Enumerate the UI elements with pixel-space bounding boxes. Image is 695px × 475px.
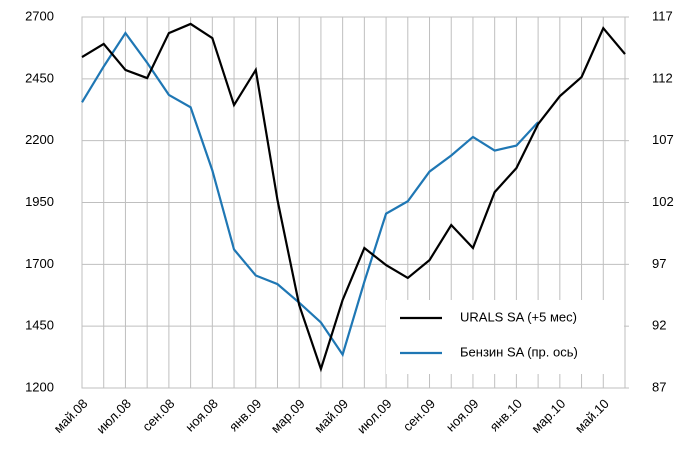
legend: URALS SA (+5 мес) Бензин SA (пр. ось) <box>386 300 624 374</box>
y-tick-label: 1950 <box>25 194 54 209</box>
legend-label: Бензин SA (пр. ось) <box>460 344 578 359</box>
y-tick-label: 1200 <box>25 379 54 394</box>
y2-tick-label: 97 <box>652 256 666 271</box>
y2-tick-label: 107 <box>652 132 674 147</box>
y-tick-label: 1700 <box>25 256 54 271</box>
x-tick-label: мар.10 <box>528 396 568 436</box>
y2-tick-label: 117 <box>652 8 673 23</box>
y-tick-label: 2450 <box>25 70 54 85</box>
y2-tick-label: 92 <box>652 318 666 333</box>
y2-tick-label: 87 <box>652 379 666 394</box>
x-tick-label: май.08 <box>51 396 91 436</box>
y2-tick-label: 102 <box>652 194 674 209</box>
x-tick-label: май.10 <box>572 396 612 436</box>
legend-label: URALS SA (+5 мес) <box>460 309 577 324</box>
legend-box <box>386 300 624 374</box>
x-tick-label: июл.09 <box>354 396 395 437</box>
x-tick-label: сен.08 <box>139 396 177 434</box>
x-tick-label: май.09 <box>311 396 351 436</box>
series-line <box>81 31 539 358</box>
x-tick-label: сен.09 <box>400 396 438 434</box>
y2-tick-label: 112 <box>652 70 673 85</box>
y-tick-label: 2700 <box>25 8 54 23</box>
x-tick-label: янв.09 <box>226 396 264 434</box>
x-tick-label: ноя.08 <box>182 396 221 435</box>
x-tick-label: июл.08 <box>93 396 134 437</box>
x-tick-label: янв.10 <box>487 396 525 434</box>
series-line <box>81 22 626 373</box>
x-tick-label: мар.09 <box>268 396 308 436</box>
x-tick-label: ноя.09 <box>443 396 482 435</box>
y-tick-label: 2200 <box>25 132 54 147</box>
y-tick-label: 1450 <box>25 318 54 333</box>
plot-border <box>81 16 626 389</box>
